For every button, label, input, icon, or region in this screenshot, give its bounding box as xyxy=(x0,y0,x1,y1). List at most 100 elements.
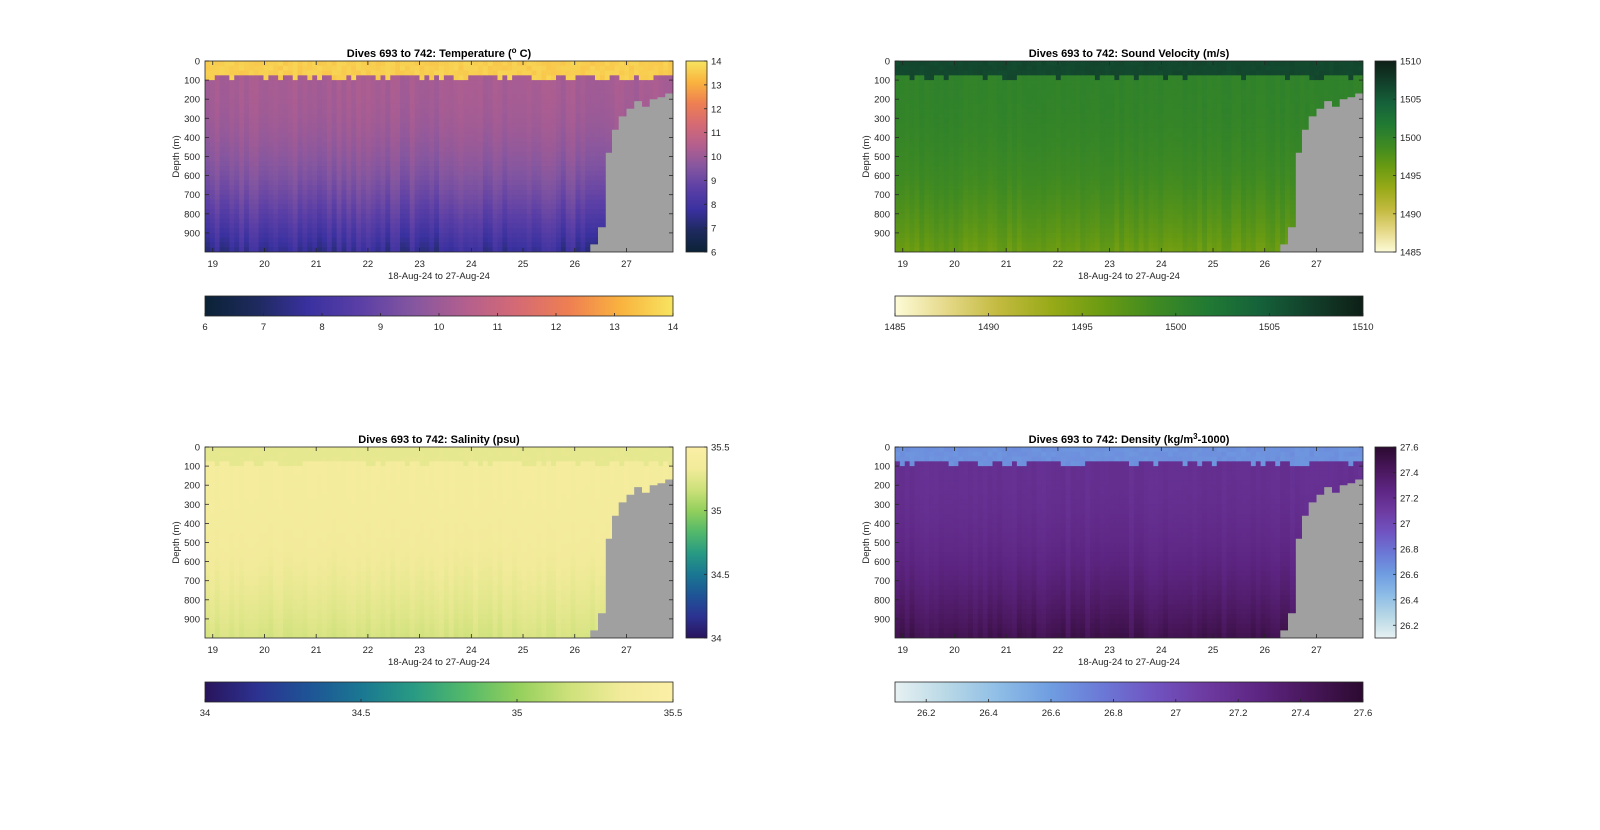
y-tick-label: 500 xyxy=(874,152,890,163)
y-axis-label: Depth (m) xyxy=(861,135,872,177)
y-tick-label: 800 xyxy=(874,209,890,220)
x-axis-label: 18-Aug-24 to 27-Aug-24 xyxy=(388,657,490,668)
colorbar-tick-label: 35 xyxy=(711,506,722,517)
chart-title: Dives 693 to 742: Temperature (o C) xyxy=(347,46,532,60)
y-tick-label: 300 xyxy=(184,500,200,511)
x-tick-label: 20 xyxy=(259,645,270,656)
colorbar-tick-label: 1485 xyxy=(1400,248,1421,259)
chart-title: Dives 693 to 742: Density (kg/m3-1000) xyxy=(1029,432,1230,446)
x-tick-label: 27 xyxy=(1311,645,1322,656)
colorbar-tick-label: 1500 xyxy=(1165,322,1186,333)
x-tick-label: 23 xyxy=(1104,259,1115,270)
y-tick-label: 0 xyxy=(885,443,890,454)
x-tick-label: 27 xyxy=(621,645,632,656)
colorbar-tick-label: 9 xyxy=(378,322,383,333)
x-tick-label: 26 xyxy=(569,645,580,656)
x-tick-label: 19 xyxy=(207,259,218,270)
colorbar-tick-label: 27.6 xyxy=(1354,708,1373,719)
colorbar-tick-label: 1490 xyxy=(1400,209,1421,220)
colorbar-tick-label: 8 xyxy=(711,200,716,211)
x-tick-label: 26 xyxy=(1259,259,1270,270)
colorbar-tick-label: 14 xyxy=(668,322,679,333)
x-tick-label: 24 xyxy=(1156,645,1167,656)
colorbar-tick-label: 35.5 xyxy=(711,443,730,454)
colorbar-tick-label: 1510 xyxy=(1352,322,1373,333)
colorbar-tick-label: 1485 xyxy=(884,322,905,333)
y-tick-label: 700 xyxy=(184,576,200,587)
x-tick-label: 21 xyxy=(311,259,322,270)
y-tick-label: 200 xyxy=(874,95,890,106)
y-tick-label: 400 xyxy=(184,519,200,530)
chart-panel-density: Dives 693 to 742: Density (kg/m3-1000) 0 1… xyxy=(861,432,1419,719)
x-axis-label: 18-Aug-24 to 27-Aug-24 xyxy=(1078,271,1180,282)
y-axis-label: Depth (m) xyxy=(171,521,182,563)
y-tick-label: 800 xyxy=(874,595,890,606)
x-tick-label: 24 xyxy=(466,645,477,656)
colorbar-horizontal xyxy=(894,681,1364,703)
x-tick-label: 22 xyxy=(1053,645,1064,656)
colorbar-tick-label: 1495 xyxy=(1072,322,1093,333)
y-tick-label: 500 xyxy=(874,538,890,549)
y-axis-label: Depth (m) xyxy=(861,521,872,563)
colorbar-vertical xyxy=(685,446,708,639)
y-tick-label: 600 xyxy=(184,557,200,568)
y-tick-label: 100 xyxy=(184,76,200,87)
chart-title: Dives 693 to 742: Sound Velocity (m/s) xyxy=(1029,48,1230,60)
colorbar-tick-label: 13 xyxy=(609,322,620,333)
x-tick-label: 22 xyxy=(1053,259,1064,270)
x-tick-label: 21 xyxy=(1001,645,1012,656)
heatmap-field xyxy=(895,61,1363,252)
colorbar-tick-label: 27 xyxy=(1171,708,1182,719)
x-tick-label: 25 xyxy=(518,645,529,656)
colorbar-tick-label: 1495 xyxy=(1400,171,1421,182)
x-tick-label: 26 xyxy=(1259,645,1270,656)
x-tick-label: 19 xyxy=(897,259,908,270)
y-tick-label: 500 xyxy=(184,538,200,549)
colorbar-tick-label: 14 xyxy=(711,57,722,68)
colorbar-tick-label: 26.2 xyxy=(917,708,936,719)
colorbar-tick-label: 12 xyxy=(551,322,562,333)
seafloor-mask xyxy=(590,93,673,252)
chart-panel-salinity: Dives 693 to 742: Salinity (psu) 0 100 200 3… xyxy=(171,434,730,719)
x-tick-label: 21 xyxy=(311,645,322,656)
colorbar-tick-label: 34.5 xyxy=(352,708,371,719)
x-tick-label: 20 xyxy=(949,259,960,270)
seafloor-mask xyxy=(1280,93,1363,252)
y-tick-label: 100 xyxy=(874,76,890,87)
y-tick-label: 500 xyxy=(184,152,200,163)
colorbar-tick-label: 7 xyxy=(711,224,716,235)
y-tick-label: 0 xyxy=(195,443,200,454)
colorbar-tick-label: 27.4 xyxy=(1291,708,1310,719)
colorbar-tick-label: 1505 xyxy=(1400,95,1421,106)
heatmap-field xyxy=(205,61,673,252)
y-tick-label: 900 xyxy=(184,228,200,239)
colorbar-tick-label: 8 xyxy=(319,322,324,333)
y-tick-label: 300 xyxy=(184,114,200,125)
x-tick-label: 24 xyxy=(1156,259,1167,270)
colorbar-tick-label: 35 xyxy=(512,708,523,719)
y-tick-label: 200 xyxy=(184,481,200,492)
heatmap-field xyxy=(895,447,1363,638)
x-tick-label: 26 xyxy=(569,259,580,270)
y-tick-label: 400 xyxy=(874,133,890,144)
x-tick-label: 25 xyxy=(1208,645,1219,656)
colorbar-tick-label: 9 xyxy=(711,176,716,187)
colorbar-tick-label: 26.4 xyxy=(979,708,998,719)
y-tick-label: 100 xyxy=(184,462,200,473)
colorbar-tick-label: 26.8 xyxy=(1104,708,1123,719)
y-tick-label: 300 xyxy=(874,114,890,125)
y-tick-label: 800 xyxy=(184,595,200,606)
colorbar-tick-label: 27.6 xyxy=(1400,443,1419,454)
chart-panel-sound_velocity: Dives 693 to 742: Sound Velocity (m/s) 0 1… xyxy=(861,48,1421,333)
colorbar-tick-label: 10 xyxy=(434,322,445,333)
y-tick-label: 300 xyxy=(874,500,890,511)
x-tick-label: 23 xyxy=(414,259,425,270)
colorbar-tick-label: 11 xyxy=(711,128,721,139)
x-tick-label: 20 xyxy=(259,259,270,270)
y-tick-label: 700 xyxy=(184,190,200,201)
x-tick-label: 23 xyxy=(414,645,425,656)
y-tick-label: 200 xyxy=(874,481,890,492)
colorbar-tick-label: 35.5 xyxy=(664,708,683,719)
y-tick-label: 900 xyxy=(874,614,890,625)
y-tick-label: 0 xyxy=(195,57,200,68)
